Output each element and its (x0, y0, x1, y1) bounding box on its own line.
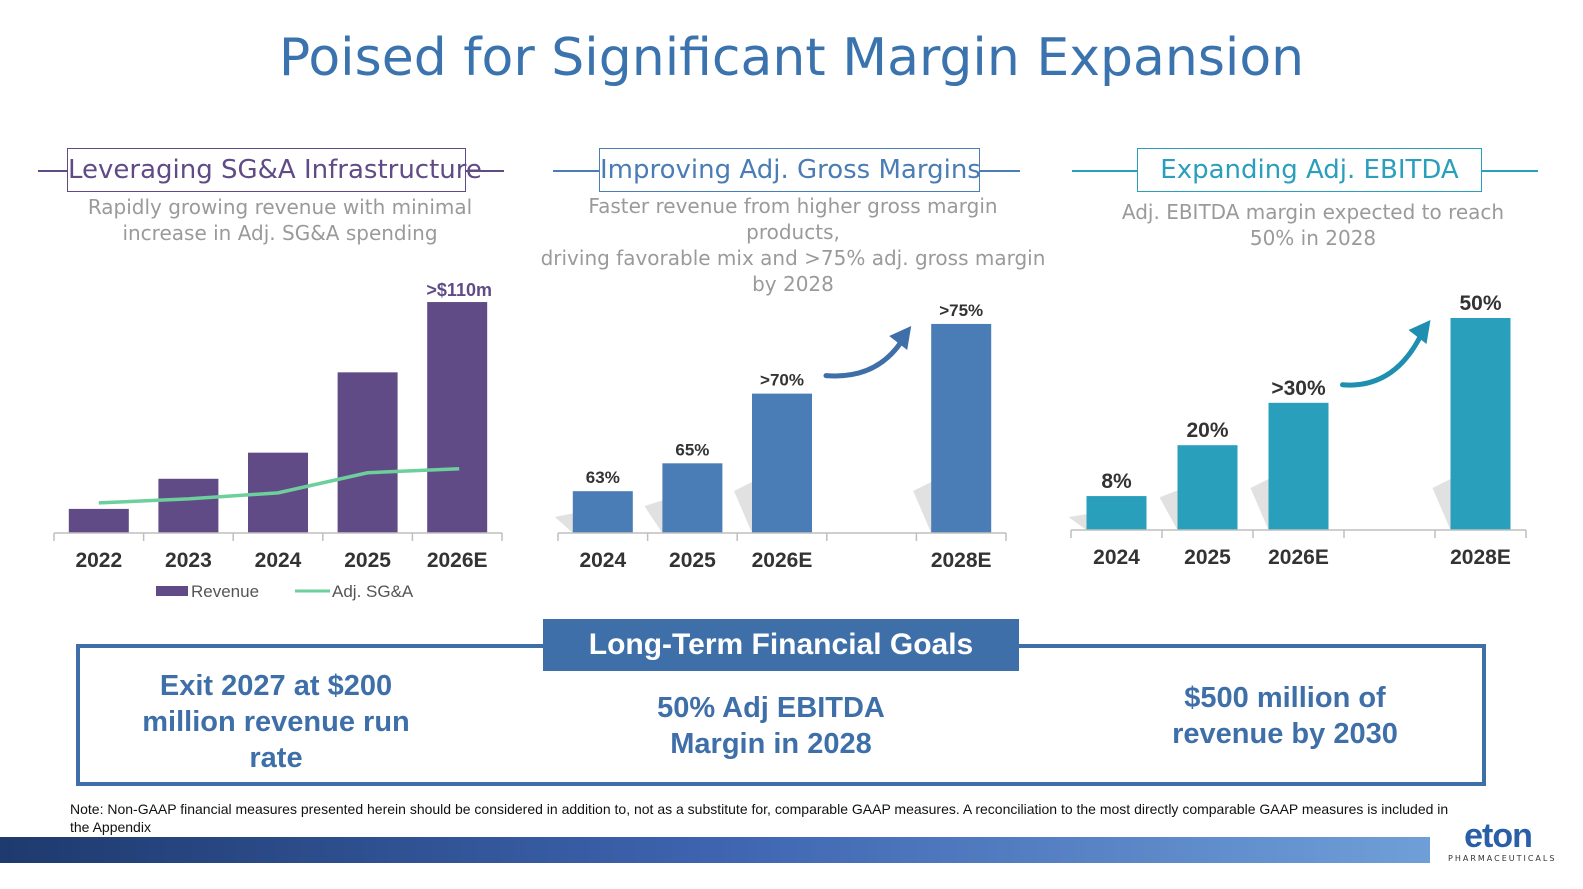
x-tick-label: 2025 (669, 549, 716, 572)
footnote: Note: Non-GAAP financial measures presen… (70, 801, 1449, 835)
x-tick-label: 2026E (752, 549, 813, 572)
bar-revenue (337, 372, 398, 533)
bar (931, 323, 992, 533)
data-label: 20% (1186, 419, 1228, 442)
goals-title: Long-Term Financial Goals (543, 619, 1019, 671)
bar (752, 393, 812, 533)
trend-arrow-head (889, 325, 912, 350)
data-label: >75% (939, 301, 983, 320)
logo-sub: PHARMACEUTICALS (1448, 854, 1557, 863)
data-label: 50% (1459, 292, 1501, 315)
panel-1-subtitle: Rapidly growing revenue with minimal incr… (87, 195, 473, 245)
x-tick-label: 2025 (1184, 546, 1231, 569)
panel-1-heading: Leveraging SG&A Infrastructure (67, 148, 482, 192)
chart-ebitda: 8% 20% >30% 50% 2024 2025 2026E 2028E (1068, 292, 1527, 569)
data-label: >30% (1271, 377, 1326, 400)
x-tick-label: 2023 (165, 549, 212, 572)
legend-label-revenue: Revenue (191, 582, 259, 601)
logo-word: eton (1464, 817, 1533, 855)
trend-arrow (1340, 333, 1423, 388)
bar-revenue (158, 478, 219, 533)
x-tick-label: 2025 (344, 549, 391, 572)
trend-arrow-head (1408, 320, 1431, 344)
data-label: 8% (1101, 470, 1132, 493)
line-sga (98, 466, 460, 505)
panel-3-heading: Expanding Adj. EBITDA (1137, 148, 1482, 192)
company-logo: eton PHARMACEUTICALS (1448, 817, 1557, 863)
x-tick-label: 2028E (1450, 546, 1511, 569)
data-label: >$110m (426, 280, 492, 300)
goal-ebitda-margin: 50% Adj EBITDA Margin in 2028 (657, 692, 885, 760)
chart-gross-margin: 63% 65% >70% >75% 2024 2025 2026E 2028E (554, 301, 1007, 572)
x-tick-label: 2024 (1093, 546, 1140, 569)
page-title: Poised for Significant Margin Expansion (278, 28, 1305, 88)
data-label: >70% (760, 371, 804, 390)
bar (1268, 402, 1329, 530)
x-tick-label: 2022 (75, 549, 122, 572)
chart-sga: >$110m 2022 2023 2024 2025 2026E Revenue Adj. S… (53, 280, 503, 601)
goal-revenue-run-rate: Exit 2027 at $200 million revenue run ra… (142, 670, 410, 774)
legend-swatch-revenue (156, 586, 188, 596)
panel-2-heading: Improving Adj. Gross Margins (599, 148, 981, 192)
bar-revenue (427, 302, 488, 533)
goal-revenue-2030: $500 million of revenue by 2030 (1172, 682, 1398, 750)
x-tick-label: 2024 (255, 549, 302, 572)
x-tick-label: 2026E (1268, 546, 1329, 569)
bar-revenue (68, 508, 129, 533)
trend-arrow (823, 339, 904, 379)
panel-2-subtitle: Faster revenue from higher gross margin … (540, 194, 1046, 296)
bar (572, 491, 633, 533)
bottom-bar (0, 837, 1430, 863)
bar (1450, 318, 1511, 530)
x-tick-label: 2026E (427, 549, 488, 572)
bar (662, 463, 723, 533)
bar (1086, 496, 1147, 530)
data-label: 65% (675, 440, 709, 459)
x-tick-label: 2024 (579, 549, 626, 572)
legend-label-sga: Adj. SG&A (332, 582, 414, 601)
x-tick-label: 2028E (931, 549, 992, 572)
bar (1177, 445, 1238, 530)
panel-3-subtitle: Adj. EBITDA margin expected to reach 50% … (1121, 200, 1505, 250)
data-label: 63% (586, 468, 620, 487)
